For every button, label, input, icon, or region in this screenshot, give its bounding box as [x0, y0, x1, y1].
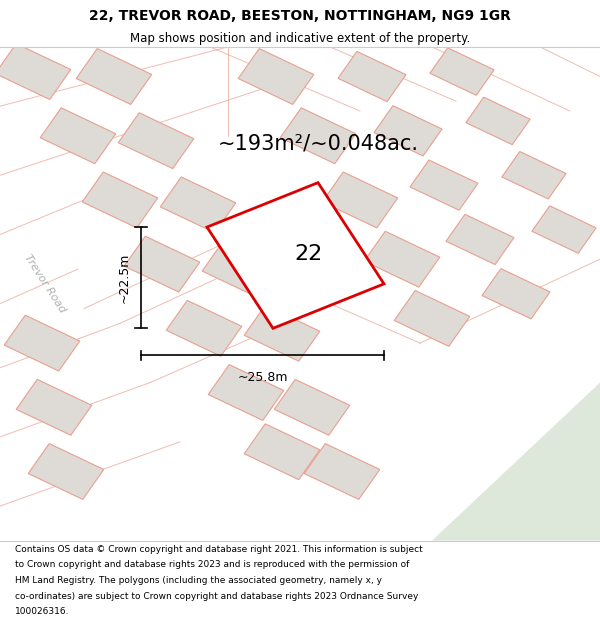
Polygon shape	[322, 172, 398, 228]
Text: 22: 22	[295, 244, 323, 264]
Polygon shape	[430, 48, 494, 95]
Polygon shape	[40, 108, 116, 164]
Polygon shape	[166, 301, 242, 356]
Polygon shape	[394, 291, 470, 346]
Polygon shape	[432, 382, 600, 541]
Text: ~22.5m: ~22.5m	[118, 253, 131, 303]
Polygon shape	[202, 241, 278, 297]
Polygon shape	[502, 151, 566, 199]
Text: ~25.8m: ~25.8m	[237, 371, 288, 384]
Polygon shape	[466, 98, 530, 144]
Polygon shape	[338, 51, 406, 102]
Polygon shape	[207, 182, 384, 328]
Polygon shape	[4, 315, 80, 371]
Polygon shape	[82, 172, 158, 228]
Polygon shape	[76, 49, 152, 104]
Polygon shape	[532, 206, 596, 253]
Polygon shape	[160, 177, 236, 232]
Polygon shape	[274, 379, 350, 435]
Polygon shape	[244, 306, 320, 361]
Text: HM Land Registry. The polygons (including the associated geometry, namely x, y: HM Land Registry. The polygons (includin…	[15, 576, 382, 585]
Polygon shape	[304, 444, 380, 499]
Text: Contains OS data © Crown copyright and database right 2021. This information is : Contains OS data © Crown copyright and d…	[15, 545, 423, 554]
Polygon shape	[208, 364, 284, 421]
Polygon shape	[124, 236, 200, 292]
Polygon shape	[374, 106, 442, 156]
Text: 100026316.: 100026316.	[15, 608, 70, 616]
Polygon shape	[244, 424, 320, 479]
Text: Trevor Road: Trevor Road	[22, 253, 68, 315]
Polygon shape	[0, 44, 71, 99]
Text: ~193m²/~0.048ac.: ~193m²/~0.048ac.	[218, 133, 419, 153]
Polygon shape	[238, 49, 314, 104]
Polygon shape	[446, 214, 514, 264]
Polygon shape	[280, 108, 356, 164]
Polygon shape	[482, 269, 550, 319]
Polygon shape	[364, 231, 440, 287]
Polygon shape	[410, 160, 478, 210]
Text: Map shows position and indicative extent of the property.: Map shows position and indicative extent…	[130, 32, 470, 45]
Polygon shape	[16, 379, 92, 435]
Text: 22, TREVOR ROAD, BEESTON, NOTTINGHAM, NG9 1GR: 22, TREVOR ROAD, BEESTON, NOTTINGHAM, NG…	[89, 9, 511, 23]
Text: co-ordinates) are subject to Crown copyright and database rights 2023 Ordnance S: co-ordinates) are subject to Crown copyr…	[15, 592, 418, 601]
Polygon shape	[28, 444, 104, 499]
Polygon shape	[118, 112, 194, 169]
Text: to Crown copyright and database rights 2023 and is reproduced with the permissio: to Crown copyright and database rights 2…	[15, 561, 409, 569]
